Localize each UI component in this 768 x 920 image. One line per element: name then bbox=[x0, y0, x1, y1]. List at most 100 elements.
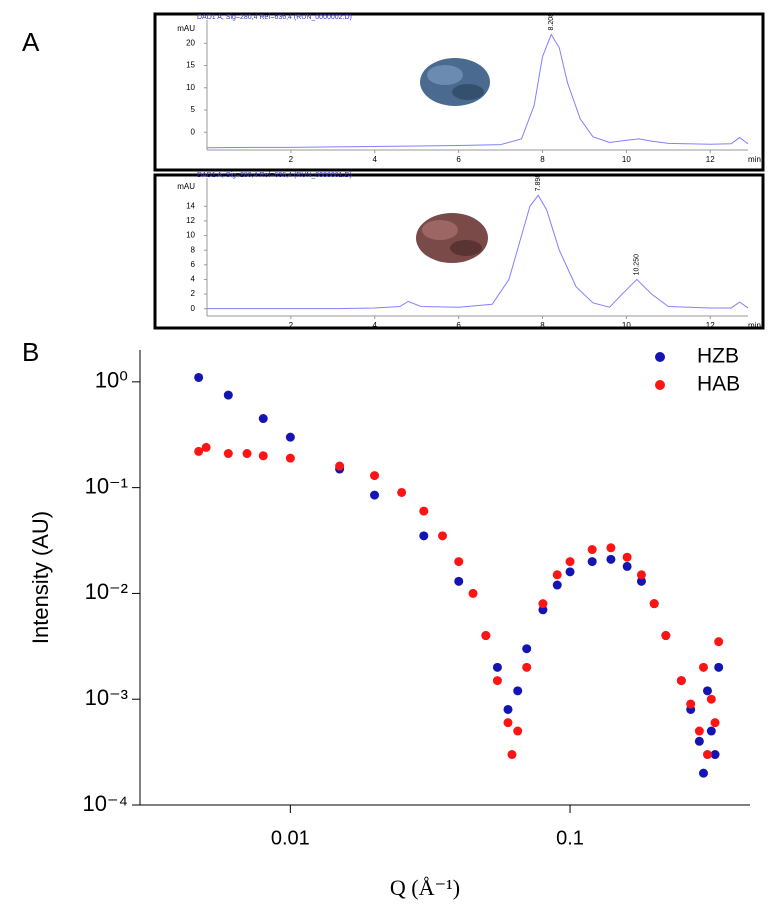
panel-frame bbox=[153, 173, 765, 330]
peak-label: 10.250 bbox=[634, 254, 641, 276]
data-point bbox=[223, 449, 233, 459]
data-point bbox=[710, 750, 720, 760]
y-tick-label: 2 bbox=[191, 289, 196, 298]
panel-frame bbox=[153, 12, 765, 172]
data-point bbox=[223, 390, 233, 400]
y-tick-label: 0 bbox=[191, 127, 196, 136]
data-point bbox=[397, 487, 407, 497]
x-tick-label: 10 bbox=[622, 155, 631, 164]
data-point bbox=[622, 561, 632, 571]
legend-label: HZB bbox=[697, 345, 739, 368]
x-tick-label: 2 bbox=[289, 155, 294, 164]
x-tick-label: 0.01 bbox=[271, 827, 310, 849]
data-point bbox=[503, 704, 513, 714]
y-tick-label: 10 bbox=[186, 231, 195, 240]
x-tick-label: 4 bbox=[373, 155, 378, 164]
y-axis-label: mAU bbox=[177, 24, 195, 33]
data-point bbox=[702, 686, 712, 696]
y-tick-label: 10⁻³ bbox=[85, 685, 128, 710]
chromatogram-line bbox=[207, 194, 749, 310]
data-point bbox=[706, 726, 716, 736]
y-tick-label: 10⁰ bbox=[95, 368, 128, 393]
protein-blob bbox=[416, 213, 488, 263]
chart-title: DAD1 A, Sig=280,4 Ref=636,4 (RUN_0000002… bbox=[197, 14, 352, 21]
peak-label: 7.898 bbox=[535, 174, 542, 192]
y-tick-label: 5 bbox=[191, 105, 196, 114]
data-point bbox=[419, 531, 429, 541]
data-point bbox=[694, 736, 704, 746]
data-point bbox=[552, 570, 562, 580]
data-point bbox=[702, 750, 712, 760]
y-tick-label: 10⁻⁴ bbox=[82, 791, 128, 816]
data-point bbox=[370, 490, 380, 500]
data-point bbox=[636, 570, 646, 580]
protein-blob bbox=[452, 84, 484, 100]
data-point bbox=[636, 576, 646, 586]
x-tick-label: 10 bbox=[622, 321, 631, 330]
data-point bbox=[714, 637, 724, 647]
x-tick-label: 0.1 bbox=[556, 827, 584, 849]
data-point bbox=[706, 694, 716, 704]
data-point bbox=[285, 453, 295, 463]
data-point bbox=[194, 372, 204, 382]
data-point bbox=[481, 631, 491, 641]
x-tick-label: 2 bbox=[289, 321, 294, 330]
data-point bbox=[686, 699, 696, 709]
data-point bbox=[649, 599, 659, 609]
x-tick-label: 6 bbox=[456, 155, 461, 164]
x-tick-label: 12 bbox=[706, 321, 715, 330]
legend-marker bbox=[655, 380, 665, 390]
data-point bbox=[714, 662, 724, 672]
data-point bbox=[694, 726, 704, 736]
protein-blue bbox=[420, 58, 490, 106]
data-point bbox=[565, 567, 575, 577]
y-tick-label: 10⁻² bbox=[85, 579, 128, 604]
data-point bbox=[468, 588, 478, 598]
y-tick-label: 0 bbox=[191, 304, 196, 313]
y-tick-label: 14 bbox=[186, 201, 195, 210]
data-point bbox=[258, 414, 268, 424]
data-point bbox=[676, 676, 686, 686]
x-axis-label: min bbox=[748, 155, 761, 164]
y-tick-label: 6 bbox=[191, 260, 196, 269]
data-point bbox=[335, 461, 345, 471]
data-point bbox=[492, 662, 502, 672]
data-point bbox=[661, 631, 671, 641]
y-tick-label: 8 bbox=[191, 245, 196, 254]
data-point bbox=[552, 580, 562, 590]
panel-label: A bbox=[22, 27, 40, 57]
data-point bbox=[710, 718, 720, 728]
chromatogram-line bbox=[206, 33, 749, 149]
data-point bbox=[201, 442, 211, 452]
x-tick-label: 4 bbox=[373, 321, 378, 330]
data-point bbox=[370, 471, 380, 481]
data-point bbox=[507, 750, 517, 760]
data-point bbox=[454, 576, 464, 586]
x-tick-label: 6 bbox=[456, 321, 461, 330]
x-tick-label: 8 bbox=[540, 155, 545, 164]
data-point bbox=[587, 545, 597, 555]
data-point bbox=[258, 451, 268, 461]
data-point bbox=[698, 768, 708, 778]
y-tick-label: 15 bbox=[186, 61, 195, 70]
protein-red bbox=[416, 213, 488, 263]
data-point bbox=[565, 557, 575, 567]
y-tick-label: 4 bbox=[191, 275, 196, 284]
legend-marker bbox=[655, 352, 665, 362]
chart-title: DAD1 A, Sig=280,4 Ref=636,4 (RUN_0000001… bbox=[197, 172, 352, 179]
data-point bbox=[522, 662, 532, 672]
data-point bbox=[438, 531, 448, 541]
y-tick-label: 12 bbox=[186, 216, 195, 225]
data-point bbox=[606, 554, 616, 564]
y-axis-label: mAU bbox=[177, 182, 195, 191]
data-point bbox=[522, 644, 532, 654]
protein-blob bbox=[422, 220, 458, 240]
data-point bbox=[538, 599, 548, 609]
data-point bbox=[492, 676, 502, 686]
protein-blob bbox=[450, 240, 482, 256]
legend-label: HAB bbox=[697, 373, 740, 396]
y-tick-label: 10 bbox=[186, 83, 195, 92]
data-point bbox=[285, 432, 295, 442]
